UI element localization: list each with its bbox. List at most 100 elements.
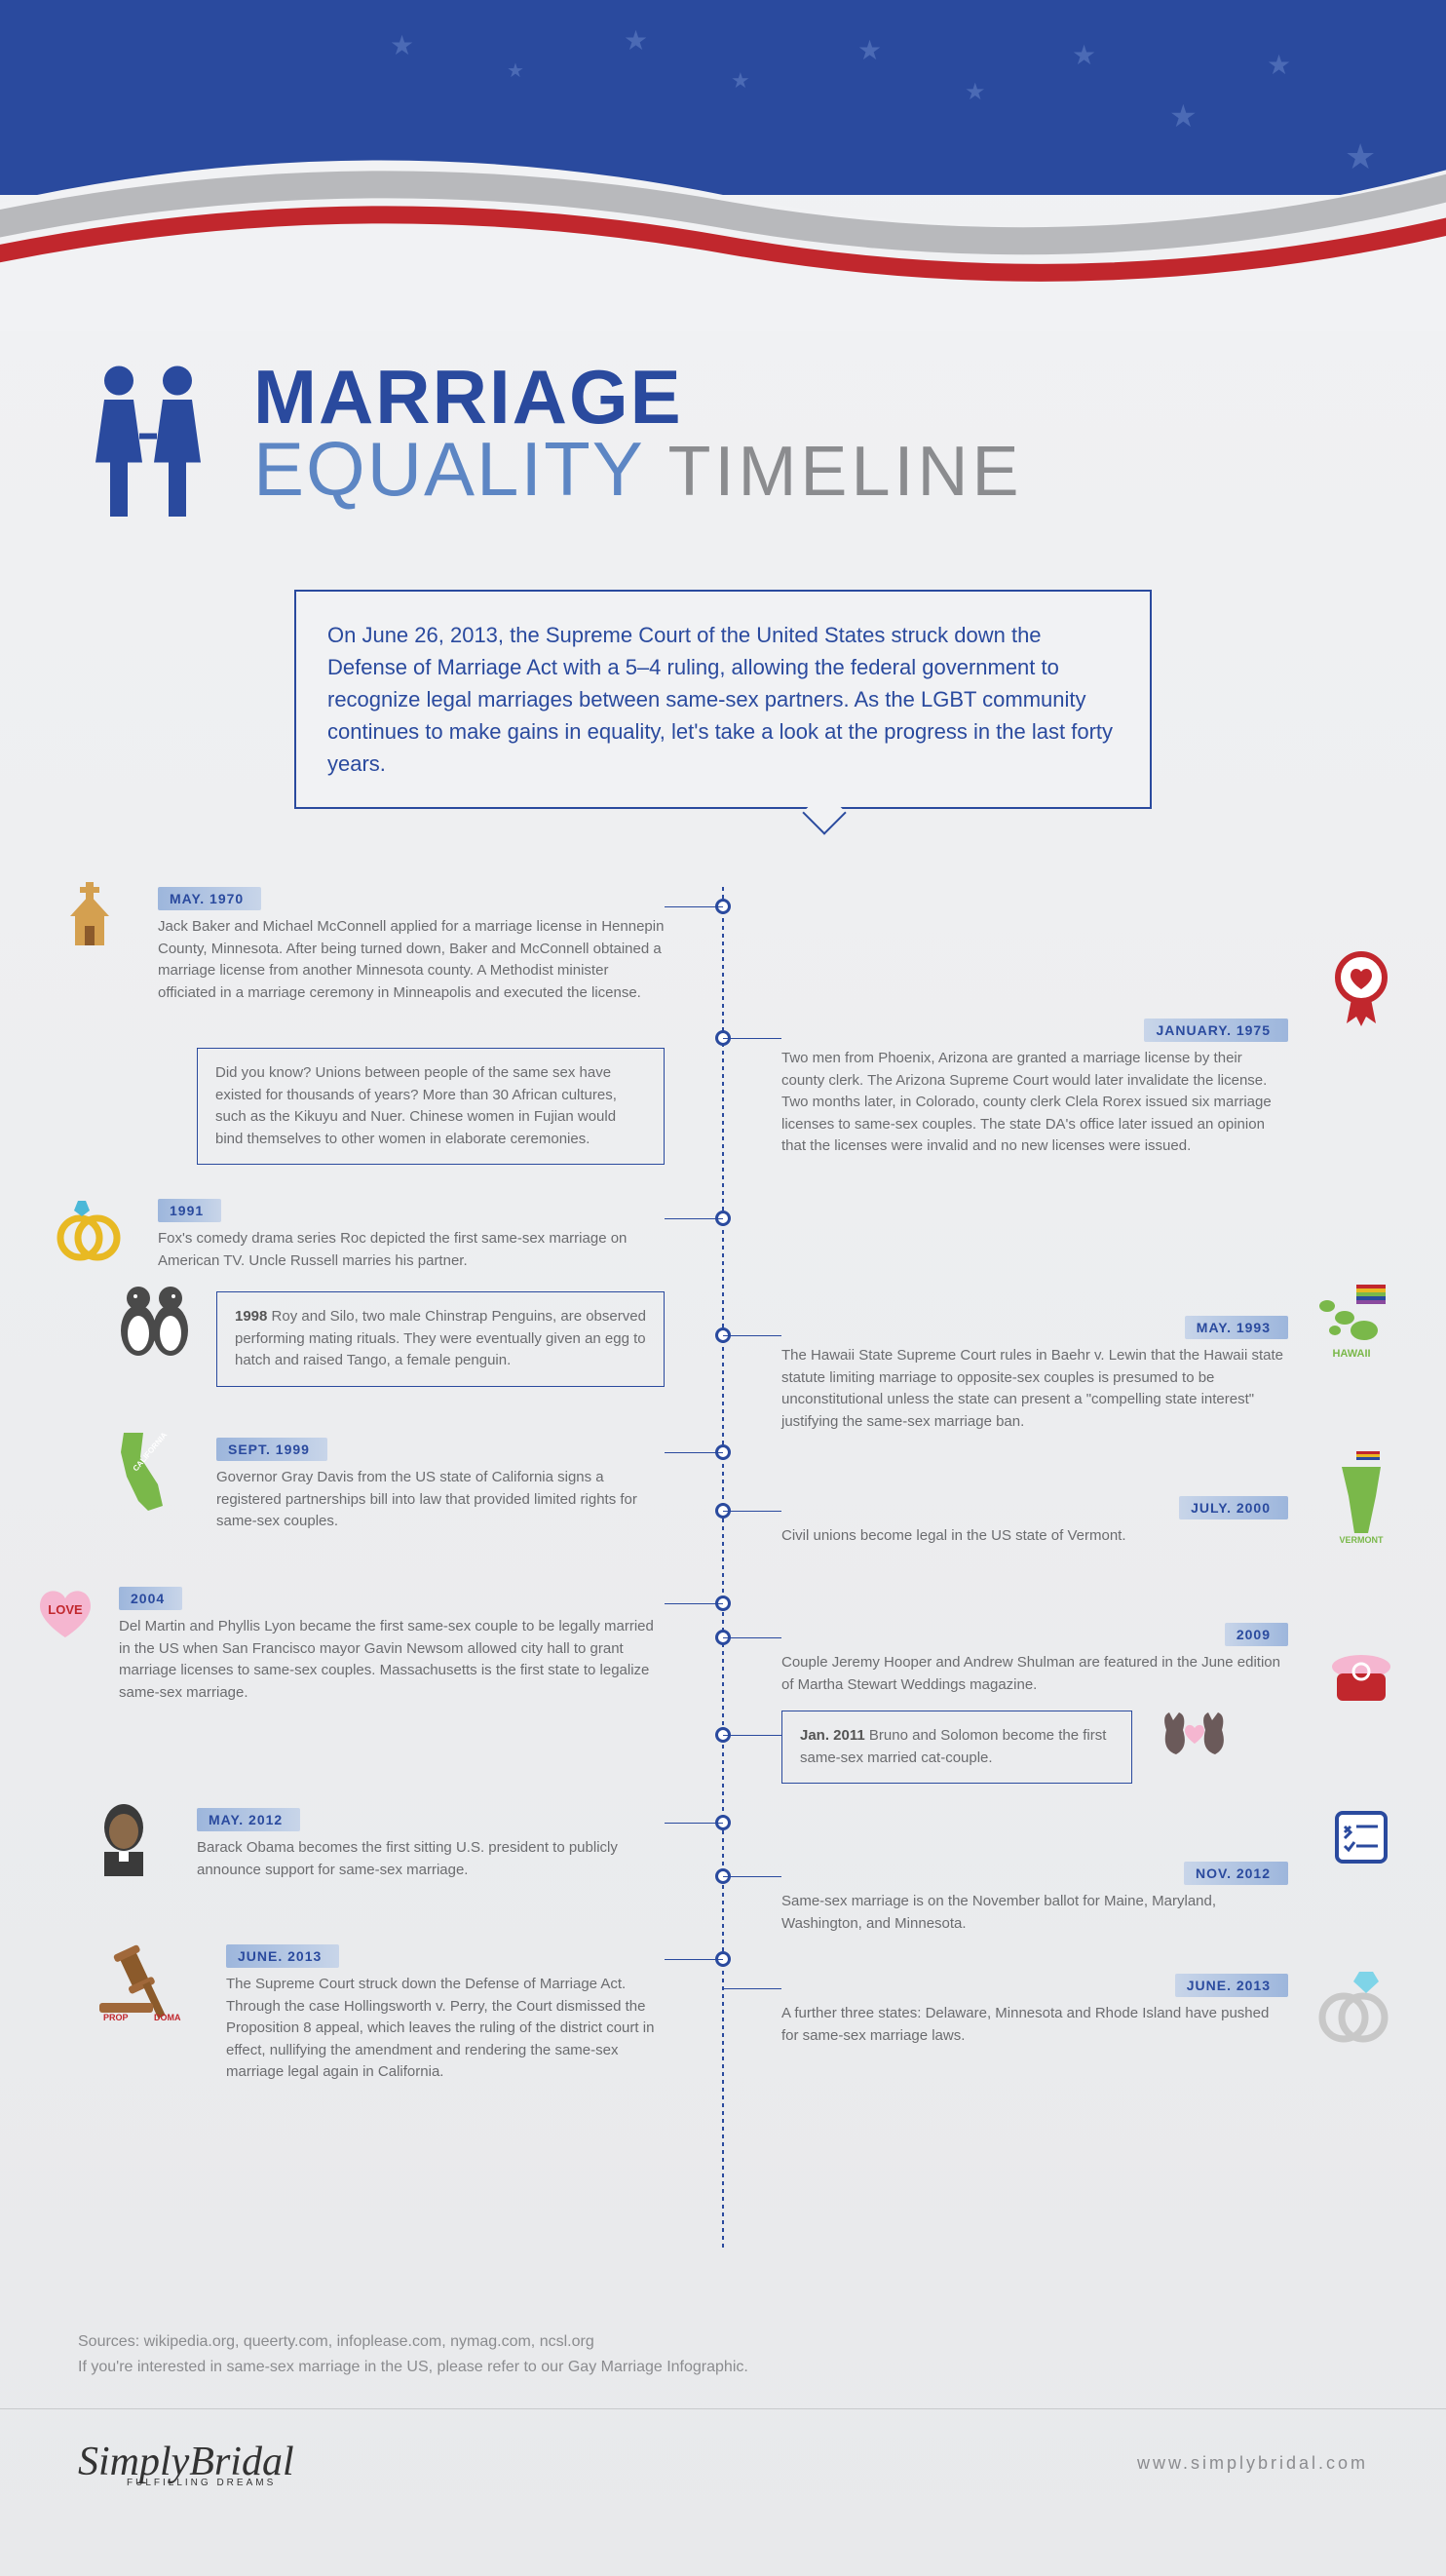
connector <box>665 906 723 907</box>
entry-text: A further three states: Delaware, Minnes… <box>781 2003 1288 2047</box>
svg-text:DOMA: DOMA <box>154 2013 181 2022</box>
entry-1970: MAY. 1970 Jack Baker and Michael McConne… <box>158 887 665 1004</box>
star-icon: ★ <box>390 29 414 61</box>
ribbon-heart-icon <box>1327 950 1395 1033</box>
timeline: MAY. 1970 Jack Baker and Michael McConne… <box>0 887 1446 2251</box>
star-icon: ★ <box>624 24 648 57</box>
star-icon: ★ <box>1267 49 1291 81</box>
couple-icon <box>78 361 224 531</box>
logo: SimplyBridal FULFILLING DREAMS <box>78 2439 294 2488</box>
connector <box>665 1959 723 1960</box>
footer-note: If you're interested in same-sex marriag… <box>78 2355 1368 2380</box>
star-icon: ★ <box>507 58 524 83</box>
entry-2004: LOVE 2004 Del Martin and Phyllis Lyon be… <box>119 1587 665 1704</box>
svg-text:VERMONT: VERMONT <box>1340 1535 1385 1545</box>
ring-box-icon <box>1327 1652 1395 1715</box>
entry-2013a: PROPDOMA JUNE. 2013 The Supreme Court st… <box>226 1944 665 2084</box>
star-icon: ★ <box>857 34 882 66</box>
connector <box>723 1637 781 1638</box>
entry-text: Couple Jeremy Hooper and Andrew Shulman … <box>781 1652 1288 1696</box>
star-icon: ★ <box>1072 39 1096 71</box>
date-label: SEPT. 1999 <box>216 1438 327 1461</box>
entry-text: Same-sex marriage is on the November bal… <box>781 1891 1288 1935</box>
title-block: MARRIAGE EQUALITY TIMELINE <box>0 331 1446 551</box>
date-label: MAY. 2012 <box>197 1808 300 1831</box>
logo-tagline: FULFILLING DREAMS <box>127 2478 294 2488</box>
callout-text: Roy and Silo, two male Chinstrap Penguin… <box>235 1308 646 1368</box>
obama-icon <box>90 1798 158 1881</box>
svg-text:PROP: PROP <box>103 2013 129 2022</box>
diamond-rings-icon <box>1313 1964 1395 2052</box>
callout-cats: Jan. 2011 Bruno and Solomon become the f… <box>781 1711 1132 1784</box>
title-text: MARRIAGE EQUALITY TIMELINE <box>253 361 1023 505</box>
entry-text: Barack Obama becomes the first sitting U… <box>197 1837 665 1881</box>
gavel-icon: PROP DOMA <box>90 1935 207 2027</box>
penguins-icon <box>114 1277 197 1365</box>
title-line3: TIMELINE <box>667 433 1022 511</box>
date-label: 2004 <box>119 1587 182 1610</box>
svg-text:HAWAII: HAWAII <box>1332 1348 1370 1360</box>
star-icon: ★ <box>1169 97 1198 135</box>
entry-2012b: NOV. 2012 Same-sex marriage is on the No… <box>781 1862 1288 1935</box>
connector <box>723 1988 781 1989</box>
california-icon: CALIFORNIA <box>109 1428 177 1520</box>
entry-text: Civil unions become legal in the US stat… <box>781 1525 1288 1548</box>
connector <box>665 1603 723 1604</box>
hawaii-icon: HAWAII <box>1308 1277 1395 1369</box>
star-icon: ★ <box>965 78 986 106</box>
date-label: 1991 <box>158 1199 221 1222</box>
entry-2012a: MAY. 2012 Barack Obama becomes the first… <box>197 1808 665 1881</box>
entry-text: Governor Gray Davis from the US state of… <box>216 1467 665 1533</box>
connector <box>723 1511 781 1512</box>
church-icon <box>51 877 129 960</box>
connector <box>665 1218 723 1219</box>
callout-year: 1998 <box>235 1308 267 1325</box>
date-label: 2009 <box>1225 1623 1288 1646</box>
banner: ★ ★ ★ ★ ★ ★ ★ ★ ★ ★ <box>0 0 1446 331</box>
bottom-bar: SimplyBridal FULFILLING DREAMS www.simpl… <box>0 2409 1446 2518</box>
cats-icon <box>1152 1701 1239 1769</box>
connector <box>723 1038 781 1039</box>
entry-text: The Hawaii State Supreme Court rules in … <box>781 1345 1288 1433</box>
date-label: JULY. 2000 <box>1179 1496 1288 1519</box>
entry-text: Del Martin and Phyllis Lyon became the f… <box>119 1616 665 1704</box>
website-url: www.simplybridal.com <box>1137 2453 1368 2474</box>
date-label: MAY. 1993 <box>1185 1316 1288 1339</box>
timeline-axis <box>722 887 724 2251</box>
connector <box>665 1452 723 1453</box>
sources-text: Sources: wikipedia.org, queerty.com, inf… <box>78 2329 1368 2355</box>
date-label: MAY. 1970 <box>158 887 261 910</box>
connector <box>723 1876 781 1877</box>
date-label: JANUARY. 1975 <box>1144 1019 1288 1042</box>
svg-text:LOVE: LOVE <box>48 1602 83 1617</box>
vermont-icon: VERMONT <box>1327 1447 1395 1550</box>
wave-stripes <box>0 136 1446 331</box>
callout-penguins: 1998 Roy and Silo, two male Chinstrap Pe… <box>216 1291 665 1387</box>
date-label: JUNE. 2013 <box>226 1944 339 1968</box>
entry-1993: HAWAII MAY. 1993 The Hawaii State Suprem… <box>781 1316 1288 1433</box>
rings-icon <box>51 1189 129 1272</box>
entry-2009: 2009 Couple Jeremy Hooper and Andrew Shu… <box>781 1623 1288 1696</box>
infographic-page: ★ ★ ★ ★ ★ ★ ★ ★ ★ ★ <box>0 0 1446 2576</box>
entry-text: Two men from Phoenix, Arizona are grante… <box>781 1048 1288 1158</box>
date-label: JUNE. 2013 <box>1175 1974 1288 1997</box>
intro-box: On June 26, 2013, the Supreme Court of t… <box>294 590 1152 809</box>
connector <box>723 1335 781 1336</box>
love-heart-icon: LOVE <box>26 1577 104 1650</box>
footer-sources: Sources: wikipedia.org, queerty.com, inf… <box>0 2290 1446 2409</box>
entry-1975: JANUARY. 1975 Two men from Phoenix, Ariz… <box>781 1019 1288 1158</box>
connector <box>665 1823 723 1824</box>
entry-text: The Supreme Court struck down the Defens… <box>226 1974 665 2084</box>
star-icon: ★ <box>731 68 750 94</box>
date-label: NOV. 2012 <box>1184 1862 1288 1885</box>
ballot-icon <box>1327 1803 1395 1876</box>
entry-1999: CALIFORNIA SEPT. 1999 Governor Gray Davi… <box>216 1438 665 1533</box>
title-line2: EQUALITY <box>253 426 645 512</box>
entry-2013b: JUNE. 2013 A further three states: Delaw… <box>781 1974 1288 2047</box>
entry-text: Jack Baker and Michael McConnell applied… <box>158 916 665 1004</box>
entry-2000: VERMONT JULY. 2000 Civil unions become l… <box>781 1496 1288 1548</box>
entry-1991: 1991 Fox's comedy drama series Roc depic… <box>158 1199 665 1272</box>
callout-date: Jan. 2011 <box>800 1727 865 1744</box>
callout-didyouknow: Did you know? Unions between people of t… <box>197 1048 665 1165</box>
connector <box>723 1735 781 1736</box>
